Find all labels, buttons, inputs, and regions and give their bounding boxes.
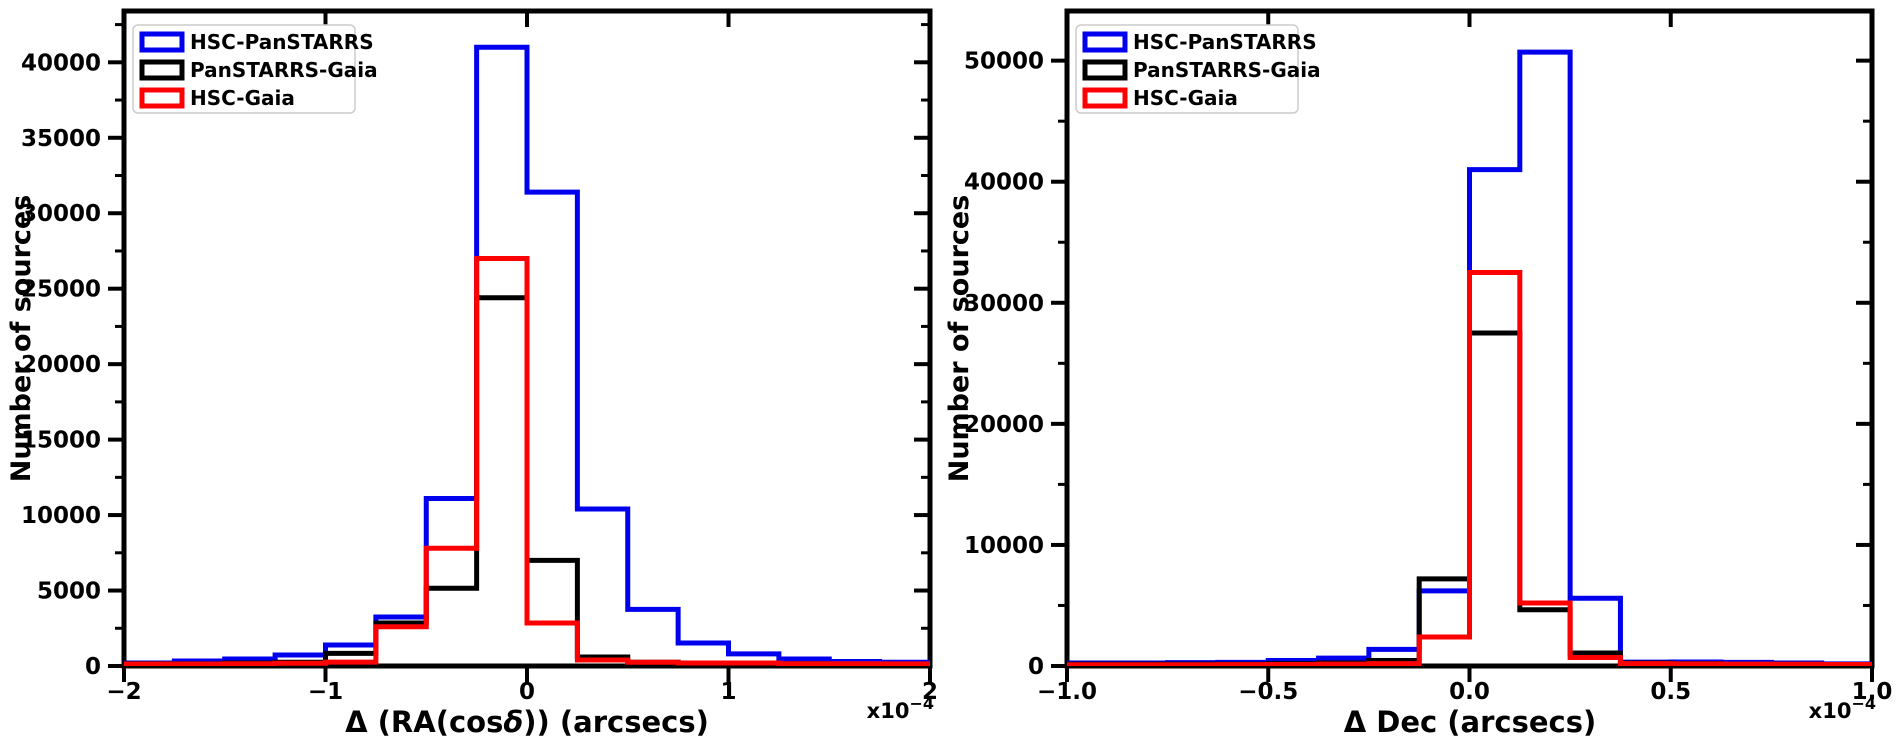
legend-label: HSC-PanSTARRS xyxy=(1133,30,1317,54)
legend-swatch xyxy=(1082,31,1128,53)
legend-swatch xyxy=(1082,59,1128,81)
y-tick-label: 10000 xyxy=(21,503,101,529)
legend-swatch xyxy=(139,31,185,53)
legend-box xyxy=(1075,24,1299,114)
x-scale-offset-label: x10−4 xyxy=(1809,694,1876,723)
x-tick-label: −1.0 xyxy=(1037,679,1097,705)
y-tick-label: 25000 xyxy=(21,277,101,303)
legend-box xyxy=(132,24,356,114)
y-tick-label: 40000 xyxy=(21,50,101,76)
y-tick-label: 10000 xyxy=(964,533,1044,559)
y-tick-label: 40000 xyxy=(964,170,1044,196)
y-tick-label: 15000 xyxy=(21,428,101,454)
x-tick-label: 1.0 xyxy=(1852,679,1893,705)
x-tick-label: 0 xyxy=(519,679,535,705)
y-tick-label: 30000 xyxy=(964,291,1044,317)
y-tick-label: 30000 xyxy=(21,201,101,227)
legend-label: HSC-Gaia xyxy=(1133,86,1238,110)
y-tick-label: 20000 xyxy=(964,412,1044,438)
x-tick-label: 1 xyxy=(720,679,736,705)
legend-swatch xyxy=(139,87,185,109)
y-tick-label: 5000 xyxy=(37,579,101,605)
x-tick-label: −2 xyxy=(106,679,141,705)
y-tick-label: 20000 xyxy=(21,352,101,378)
x-tick-label: 0.0 xyxy=(1449,679,1490,705)
y-tick-label: 50000 xyxy=(964,49,1044,75)
series-hsc-gaia xyxy=(124,256,930,666)
y-tick-label: 0 xyxy=(85,654,101,680)
x-axis-label: Δ (RA(cosδ)) (arcsecs) xyxy=(345,705,709,739)
series-hsc-panstarrs xyxy=(124,44,930,666)
y-axis-label: Number of sources xyxy=(6,195,37,483)
panel-left: −2 −1 0 1 2 0 5000 10000 15000 20000 25000 30000 350… xyxy=(6,8,938,739)
legend-label: HSC-Gaia xyxy=(190,86,295,110)
series-hsc-gaia xyxy=(1067,270,1872,666)
y-tick-label: 35000 xyxy=(21,126,101,152)
legend-swatch xyxy=(139,59,185,81)
y-axis-label: Number of sources xyxy=(944,195,975,483)
x-tick-label: 0.5 xyxy=(1650,679,1691,705)
x-tick-label: 2 xyxy=(922,679,938,705)
x-axis-label: Δ Dec (arcsecs) xyxy=(1344,705,1597,739)
x-scale-offset-label: x10−4 xyxy=(867,694,934,723)
legend-label: PanSTARRS-Gaia xyxy=(190,58,378,82)
x-tick-label: −1 xyxy=(308,679,343,705)
legend-label: HSC-PanSTARRS xyxy=(190,30,374,54)
x-tick-label: −0.5 xyxy=(1238,679,1298,705)
y-tick-label: 0 xyxy=(1028,654,1044,680)
legend-label: PanSTARRS-Gaia xyxy=(1133,58,1321,82)
legend-swatch xyxy=(1082,87,1128,109)
panel-right: −1.0 −0.5 0.0 0.5 1.0 0 10000 20000 30000 40000 50… xyxy=(944,8,1893,739)
